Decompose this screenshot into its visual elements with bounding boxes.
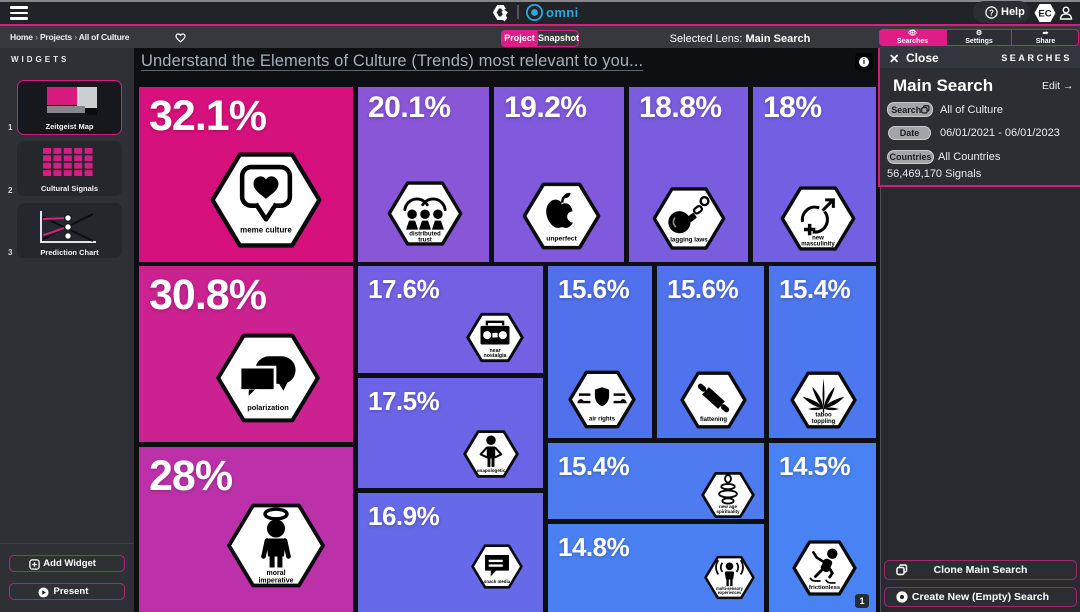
svg-text:frictionless: frictionless <box>809 585 841 591</box>
svg-text:taboo: taboo <box>815 413 832 419</box>
svg-text:new age: new age <box>719 504 738 509</box>
svg-text:?: ? <box>989 8 994 17</box>
svg-text:meme culture: meme culture <box>240 225 292 234</box>
svg-text:spirituality: spirituality <box>716 509 740 514</box>
svg-text:experiences: experiences <box>718 590 742 595</box>
svg-text:toppling: toppling <box>812 419 836 425</box>
svg-text:polarization: polarization <box>247 403 289 412</box>
svg-text:imperative: imperative <box>258 578 293 585</box>
svg-text:near: near <box>489 348 500 354</box>
svg-text:lagging laws: lagging laws <box>670 236 708 243</box>
svg-text:multi-sensory: multi-sensory <box>716 586 743 591</box>
svg-text:flattening: flattening <box>700 417 727 423</box>
svg-text:nostalgia: nostalgia <box>484 353 507 359</box>
svg-text:EC: EC <box>1038 9 1051 20</box>
svg-text:moral: moral <box>266 570 285 577</box>
svg-text:masculinity: masculinity <box>801 240 835 247</box>
svg-text:snack media: snack media <box>484 579 511 584</box>
svg-text:air rights: air rights <box>589 416 616 423</box>
svg-text:distributed: distributed <box>409 231 441 238</box>
svg-text:unperfect: unperfect <box>546 235 577 242</box>
svg-text:trust: trust <box>418 237 432 244</box>
svg-text:unapologetic: unapologetic <box>477 468 506 473</box>
svg-text:new: new <box>812 234 824 241</box>
